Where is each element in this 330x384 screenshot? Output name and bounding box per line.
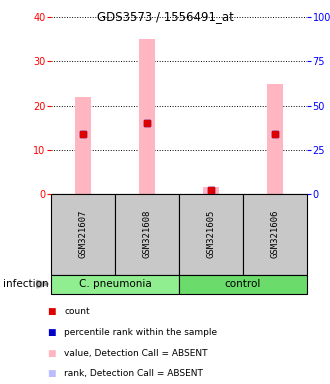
- Text: control: control: [225, 279, 261, 289]
- Bar: [51, 194, 115, 275]
- Bar: [179, 275, 307, 294]
- Text: ■: ■: [47, 307, 55, 316]
- Bar: [139, 40, 155, 194]
- Text: GSM321605: GSM321605: [207, 210, 215, 258]
- Text: ■: ■: [47, 328, 55, 337]
- Text: GSM321606: GSM321606: [270, 210, 280, 258]
- Text: C. pneumonia: C. pneumonia: [79, 279, 151, 289]
- Text: count: count: [64, 307, 90, 316]
- Text: percentile rank within the sample: percentile rank within the sample: [64, 328, 217, 337]
- Polygon shape: [37, 280, 49, 288]
- Bar: [267, 84, 283, 194]
- Bar: [115, 194, 179, 275]
- Bar: [203, 187, 219, 194]
- Text: rank, Detection Call = ABSENT: rank, Detection Call = ABSENT: [64, 369, 203, 378]
- Bar: [75, 97, 91, 194]
- Bar: [243, 194, 307, 275]
- Text: GSM321608: GSM321608: [143, 210, 151, 258]
- Bar: [51, 275, 179, 294]
- Text: GDS3573 / 1556491_at: GDS3573 / 1556491_at: [97, 10, 233, 23]
- Text: infection: infection: [3, 279, 49, 289]
- Text: ■: ■: [47, 369, 55, 378]
- Text: GSM321607: GSM321607: [79, 210, 88, 258]
- Text: ■: ■: [47, 349, 55, 358]
- Bar: [179, 194, 243, 275]
- Text: value, Detection Call = ABSENT: value, Detection Call = ABSENT: [64, 349, 208, 358]
